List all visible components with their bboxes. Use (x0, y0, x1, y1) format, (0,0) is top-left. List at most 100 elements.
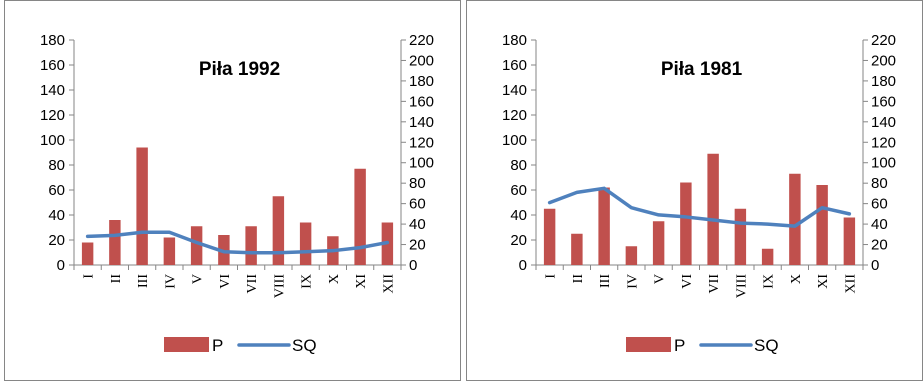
bar (816, 185, 828, 265)
y2-tick-label: 60 (871, 196, 888, 213)
bar (571, 233, 583, 265)
y-tick-label: 100 (502, 132, 527, 149)
x-tick-label: XI (816, 274, 831, 289)
x-tick-label: VII (707, 274, 722, 294)
x-tick-label: VIII (734, 274, 749, 298)
y2-tick-label: 20 (871, 237, 888, 254)
legend-label-sq: SQ (754, 336, 779, 355)
y2-tick-label: 140 (409, 114, 434, 131)
bar (354, 168, 366, 265)
bar (707, 153, 719, 265)
y-tick-label: 60 (48, 182, 65, 199)
y-tick-label: 160 (40, 57, 65, 74)
x-tick-label: IX (300, 274, 315, 289)
bar (761, 248, 774, 265)
bar (190, 226, 203, 265)
y2-tick-label: 180 (409, 73, 434, 90)
y-tick-label: 80 (48, 157, 65, 174)
bar (81, 242, 94, 265)
y-tick-label: 140 (40, 82, 65, 99)
y-tick-label: 60 (510, 182, 527, 199)
line-series-sq (85, 230, 390, 255)
y2-tick-label: 200 (871, 52, 896, 69)
bar (734, 208, 747, 265)
bar (843, 217, 856, 265)
bar (680, 182, 692, 265)
x-tick-label: III (598, 274, 613, 288)
chart-title-background (638, 54, 765, 80)
x-tick-label: X (789, 274, 804, 284)
bar (163, 237, 176, 265)
chart-panel-pila-1992: 180 160 140 120 100 80 60 40 20 0 220 200 180 160 140 1… (4, 0, 461, 381)
y-tick-label: 80 (510, 157, 527, 174)
x-tick-label: IV (625, 274, 640, 289)
bar (245, 226, 257, 265)
legend-label-p: P (212, 336, 223, 355)
x-tick-label: VIII (272, 274, 287, 298)
y2-tick-label: 120 (871, 134, 896, 151)
x-tick-label: I (82, 274, 97, 279)
line-series-sq (547, 186, 852, 228)
y2-tick-label: 100 (871, 155, 896, 172)
y2-tick-label: 0 (871, 257, 879, 274)
chart-title-background (176, 54, 303, 80)
x-tick-label: VI (218, 274, 233, 289)
y-tick-label: 160 (502, 57, 527, 74)
chart-title: Piła 1981 (661, 59, 743, 80)
x-tick-label: VI (680, 274, 695, 289)
y2-tick-label: 100 (409, 155, 434, 172)
y2-tick-label: 220 (409, 32, 434, 49)
y2-tick-label: 40 (871, 216, 888, 233)
y-tick-label: 180 (40, 32, 65, 49)
x-tick-label: X (327, 274, 342, 284)
y-tick-label: 100 (40, 132, 65, 149)
legend-label-sq: SQ (292, 336, 317, 355)
chart-title: Piła 1992 (199, 59, 280, 80)
y-tick-label: 20 (48, 232, 65, 249)
y2-tick-label: 120 (409, 134, 434, 151)
y-tick-label: 0 (57, 257, 65, 274)
x-tick-label: III (136, 274, 151, 288)
y-tick-label: 120 (502, 107, 527, 124)
bar (543, 208, 556, 265)
x-tick-label: I (544, 274, 559, 279)
x-tick-label: II (109, 274, 124, 284)
y-tick-label: 0 (519, 257, 527, 274)
x-tick-label: IX (762, 274, 777, 289)
y-tick-label: 40 (510, 207, 527, 224)
y2-tick-label: 80 (409, 175, 426, 192)
bar (625, 246, 638, 265)
y-tick-label: 40 (48, 207, 65, 224)
chart-panel-pila-1981: 180 160 140 120 100 80 60 40 20 0 220 200 180 160 140 1… (466, 0, 923, 381)
y2-tick-label: 0 (409, 257, 417, 274)
y2-tick-label: 220 (871, 32, 896, 49)
chart-pila-1992: 1801601401201008060402002202001801601401… (4, 0, 461, 381)
x-tick-label: XII (843, 274, 858, 294)
y-tick-label: 180 (502, 32, 527, 49)
x-tick-label: II (571, 274, 586, 284)
bar (598, 187, 610, 265)
y2-tick-label: 60 (409, 196, 426, 213)
y2-tick-label: 140 (871, 114, 896, 131)
x-tick-label: VII (245, 274, 260, 294)
y2-tick-label: 80 (871, 175, 888, 192)
y2-tick-label: 40 (409, 216, 426, 233)
x-tick-label: XI (354, 274, 369, 289)
x-tick-label: XII (381, 274, 396, 294)
y-tick-label: 20 (510, 232, 527, 249)
y2-tick-label: 160 (871, 93, 896, 110)
bar (109, 220, 121, 265)
bar (789, 173, 801, 265)
legend-bar-swatch (626, 337, 671, 352)
y2-tick-label: 20 (409, 237, 426, 254)
y2-tick-label: 160 (409, 93, 434, 110)
bar (652, 221, 665, 265)
chart-pila-1981: 1801601401201008060402002202001801601401… (466, 0, 923, 381)
y2-tick-label: 200 (409, 52, 434, 69)
legend-bar-swatch (164, 337, 209, 352)
y-tick-label: 140 (502, 82, 527, 99)
y-tick-label: 120 (40, 107, 65, 124)
legend-label-p: P (674, 336, 685, 355)
bar (136, 147, 148, 265)
x-tick-label: V (653, 274, 668, 284)
